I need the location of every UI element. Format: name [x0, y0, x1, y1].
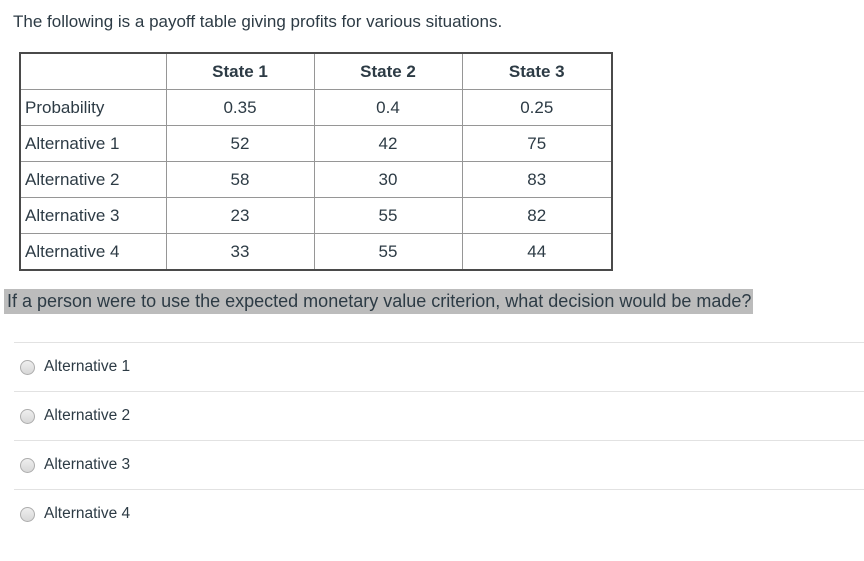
table-cell: 83 — [461, 161, 613, 198]
table-header-cell-state1: State 1 — [165, 52, 315, 90]
table-cell: 82 — [461, 197, 613, 234]
table-cell: 33 — [165, 233, 315, 271]
table-row-alternative-3: Alternative 3 23 55 82 — [19, 197, 613, 234]
question-intro: The following is a payoff table giving p… — [13, 12, 503, 31]
table-header-row: State 1 State 2 State 3 — [19, 52, 613, 90]
table-cell: 23 — [165, 197, 315, 234]
table-row-alternative-4: Alternative 4 33 55 44 — [19, 233, 613, 271]
table-row-label: Probability — [19, 89, 167, 126]
table-cell: 0.4 — [313, 89, 463, 126]
table-cell: 55 — [313, 197, 463, 234]
payoff-table: State 1 State 2 State 3 Probability 0.35… — [19, 52, 613, 271]
table-header-cell-state3: State 3 — [461, 52, 613, 90]
table-row-label: Alternative 2 — [19, 161, 167, 198]
table-cell: 58 — [165, 161, 315, 198]
table-row-label: Alternative 4 — [19, 233, 167, 271]
table-cell: 30 — [313, 161, 463, 198]
table-cell: 52 — [165, 125, 315, 162]
answer-label: Alternative 3 — [44, 456, 131, 473]
answer-list: Alternative 1 Alternative 2 Alternative … — [0, 342, 864, 538]
table-cell: 0.25 — [461, 89, 613, 126]
table-row-alternative-1: Alternative 1 52 42 75 — [19, 125, 613, 162]
table-row-label: Alternative 1 — [19, 125, 167, 162]
answer-option-alternative-3[interactable]: Alternative 3 — [14, 440, 864, 489]
radio-button[interactable] — [20, 408, 35, 424]
radio-button[interactable] — [20, 457, 35, 473]
table-header-cell-state2: State 2 — [313, 52, 463, 90]
answer-option-alternative-1[interactable]: Alternative 1 — [14, 342, 864, 391]
table-cell: 75 — [461, 125, 613, 162]
table-cell: 42 — [313, 125, 463, 162]
table-header-cell-blank — [19, 52, 167, 90]
table-row-probability: Probability 0.35 0.4 0.25 — [19, 89, 613, 126]
answer-option-alternative-4[interactable]: Alternative 4 — [14, 489, 864, 538]
radio-button[interactable] — [20, 359, 35, 375]
table-cell: 44 — [461, 233, 613, 271]
answer-label: Alternative 1 — [44, 358, 131, 375]
highlighted-question-text: If a person were to use the expected mon… — [4, 289, 754, 314]
answer-label: Alternative 4 — [44, 505, 131, 522]
answer-label: Alternative 2 — [44, 407, 131, 424]
table-row-alternative-2: Alternative 2 58 30 83 — [19, 161, 613, 198]
answer-option-alternative-2[interactable]: Alternative 2 — [14, 391, 864, 440]
table-cell: 55 — [313, 233, 463, 271]
question-prompt: If a person were to use the expected mon… — [4, 286, 864, 316]
radio-button[interactable] — [20, 506, 35, 522]
table-cell: 0.35 — [165, 89, 315, 126]
table-row-label: Alternative 3 — [19, 197, 167, 234]
